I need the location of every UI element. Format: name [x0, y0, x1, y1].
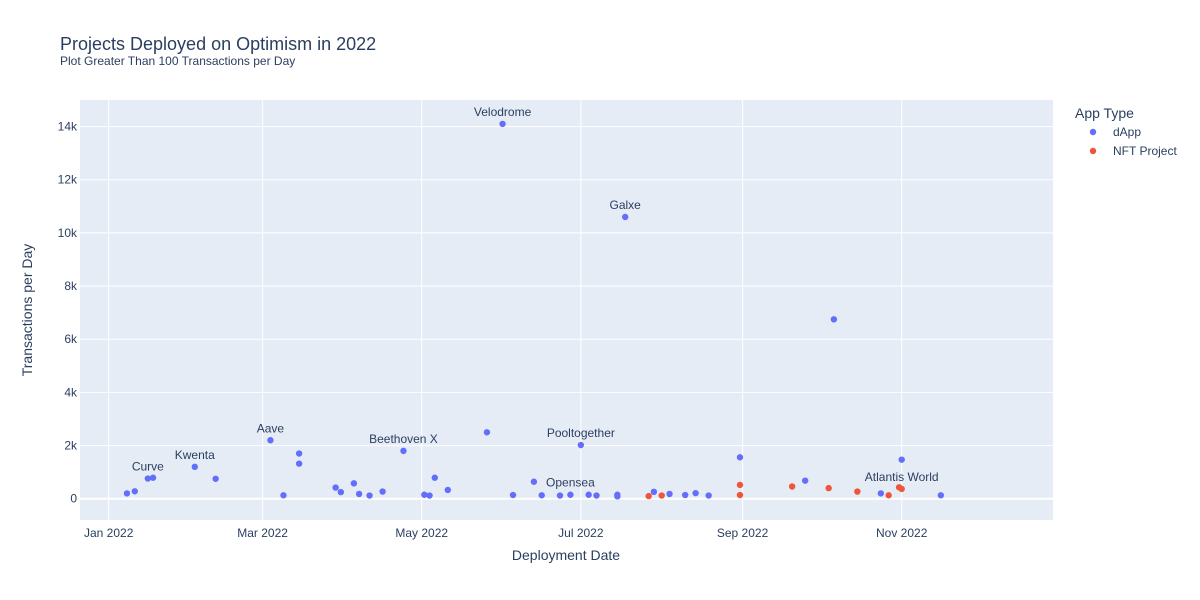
point-annotation: Aave — [257, 421, 285, 435]
legend-item-label: NFT Project — [1113, 144, 1177, 158]
data-point-dapp — [267, 437, 274, 444]
x-tick-label: Mar 2022 — [237, 526, 288, 540]
data-point-dapp — [898, 456, 905, 463]
data-point-nft-project — [885, 492, 892, 499]
point-annotation: Velodrome — [474, 105, 532, 119]
point-annotations: Velodrome Galxe Aave Beethoven X Pooltogethe… — [132, 105, 939, 490]
data-point-dapp — [499, 120, 506, 128]
data-point-dapp — [621, 213, 629, 221]
data-point-dapp — [280, 492, 287, 499]
legend-marker — [1089, 128, 1097, 136]
data-point-dapp — [877, 490, 885, 497]
data-point-nft-project — [736, 491, 744, 499]
data-point-dapp — [366, 492, 373, 499]
data-point-dapp — [614, 493, 621, 500]
data-point-dapp — [149, 474, 157, 481]
y-axis-title: Transactions per Day — [19, 244, 35, 377]
data-point-dapp — [681, 491, 689, 499]
data-point-dapp — [295, 460, 303, 467]
data-point-dapp — [666, 490, 673, 498]
data-point-dapp — [144, 475, 152, 482]
data-point-dapp — [567, 491, 574, 498]
data-point-dapp — [131, 488, 138, 495]
x-tick-label: May 2022 — [395, 526, 448, 540]
x-axis-ticks: Jan 2022 Mar 2022 May 2022 Jul 2022 Sep 2022… — [84, 526, 928, 540]
data-point-dapp — [212, 475, 219, 482]
point-annotation: Galxe — [610, 198, 642, 212]
x-tick-label: Jan 2022 — [84, 526, 134, 540]
data-point-dapp — [705, 492, 712, 499]
data-points — [123, 120, 945, 500]
data-point-dapp — [736, 454, 744, 461]
x-tick-label: Jul 2022 — [558, 526, 604, 540]
chart-subtitle: Plot Greater Than 100 Transactions per D… — [60, 54, 295, 68]
data-point-dapp — [483, 429, 491, 436]
data-point-dapp — [593, 492, 600, 499]
data-point-nft-project — [898, 485, 905, 493]
data-point-dapp — [801, 477, 809, 484]
data-point-dapp — [295, 450, 303, 457]
data-point-dapp — [444, 486, 452, 494]
data-point-dapp — [191, 463, 198, 471]
y-axis-ticks: 0 2k 4k 6k 8k 10k 12k 14k — [58, 120, 78, 506]
y-tick-label: 0 — [70, 492, 77, 506]
data-point-nft-project — [736, 481, 744, 489]
data-point-dapp — [937, 492, 945, 499]
data-point-dapp — [538, 492, 545, 499]
data-point-nft-project — [854, 488, 861, 495]
y-tick-label: 4k — [64, 385, 78, 399]
data-point-dapp — [530, 478, 538, 485]
data-point-dapp — [379, 488, 386, 495]
y-tick-label: 2k — [64, 439, 78, 453]
data-point-dapp — [577, 441, 585, 449]
y-tick-label: 14k — [58, 120, 78, 134]
data-point-dapp — [585, 491, 592, 498]
data-point-nft-project — [645, 492, 652, 500]
data-point-dapp — [421, 491, 428, 498]
legend: App Type dApp NFT Project — [1075, 105, 1177, 158]
data-point-dapp — [509, 491, 517, 499]
point-annotation: Beethoven X — [369, 432, 438, 446]
data-point-dapp — [431, 474, 438, 481]
grid-lines — [80, 100, 1053, 520]
point-annotation: Atlantis World — [865, 470, 939, 484]
y-tick-label: 10k — [58, 226, 78, 240]
data-point-dapp — [556, 492, 564, 499]
x-tick-label: Nov 2022 — [876, 526, 928, 540]
y-tick-label: 8k — [64, 279, 78, 293]
chart-title: Projects Deployed on Optimism in 2022 — [60, 34, 376, 54]
data-point-dapp — [650, 488, 658, 496]
y-tick-label: 6k — [64, 332, 78, 346]
data-point-dapp — [337, 488, 345, 496]
data-point-dapp — [355, 490, 363, 498]
data-point-nft-project — [788, 483, 796, 490]
legend-title: App Type — [1075, 105, 1134, 121]
x-axis-title: Deployment Date — [512, 547, 620, 563]
data-point-dapp — [332, 484, 339, 491]
data-point-dapp — [400, 447, 407, 455]
x-tick-label: Sep 2022 — [717, 526, 769, 540]
point-annotation: Kwenta — [175, 448, 215, 462]
data-point-dapp — [830, 316, 838, 323]
plot-area — [80, 100, 1053, 520]
data-point-dapp — [350, 480, 358, 487]
point-annotation: Curve — [132, 460, 164, 474]
legend-item-label: dApp — [1113, 125, 1141, 139]
legend-marker — [1089, 147, 1097, 155]
data-point-dapp — [123, 490, 131, 497]
y-tick-label: 12k — [58, 173, 78, 187]
point-annotation: Opensea — [546, 476, 595, 490]
point-annotation: Pooltogether — [547, 426, 615, 440]
data-point-nft-project — [658, 492, 665, 499]
data-point-dapp — [692, 489, 699, 497]
data-point-nft-project — [825, 484, 832, 492]
data-point-dapp — [426, 492, 433, 499]
